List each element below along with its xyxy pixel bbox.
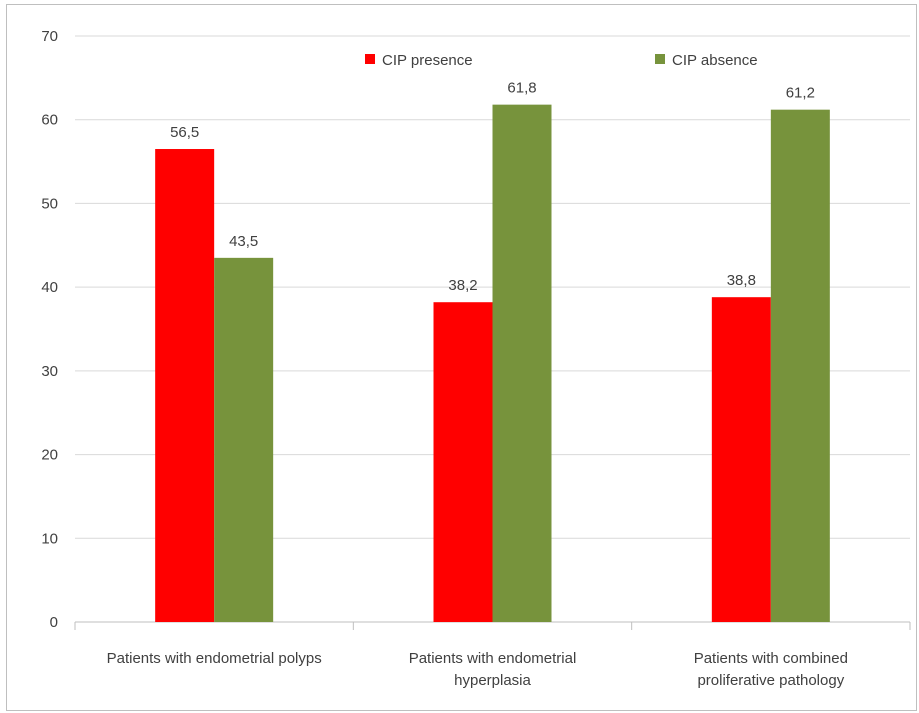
bar-cip-absence	[492, 104, 552, 623]
legend-swatch	[365, 54, 375, 64]
bar-cip-presence	[711, 297, 771, 622]
y-tick-label: 50	[41, 195, 58, 212]
y-tick-label: 70	[41, 28, 58, 45]
legend-label: CIP presence	[382, 52, 473, 69]
bar-cip-absence	[214, 257, 274, 622]
y-tick-label: 20	[41, 447, 58, 464]
legend-swatch	[655, 54, 665, 64]
y-tick-label: 30	[41, 363, 58, 380]
data-label: 43,5	[229, 233, 258, 250]
bar-cip-absence	[770, 109, 830, 622]
category-label: Patients with endometrial polyps	[107, 650, 322, 667]
bar-cip-presence	[433, 302, 493, 622]
bar-cip-presence	[155, 149, 215, 622]
data-label: 38,8	[727, 272, 756, 289]
legend-label: CIP absence	[672, 52, 758, 69]
data-label: 61,2	[786, 85, 815, 102]
data-label: 38,2	[448, 277, 477, 294]
category-label: Patients with combined proliferative path…	[694, 650, 848, 689]
y-tick-label: 40	[41, 279, 58, 296]
category-label: Patients with endometrial hyperplasia	[409, 650, 577, 689]
y-tick-label: 60	[41, 112, 58, 129]
data-label: 61,8	[507, 80, 536, 97]
data-label: 56,5	[170, 124, 199, 141]
y-tick-label: 10	[41, 530, 58, 547]
y-tick-label: 0	[50, 614, 58, 631]
